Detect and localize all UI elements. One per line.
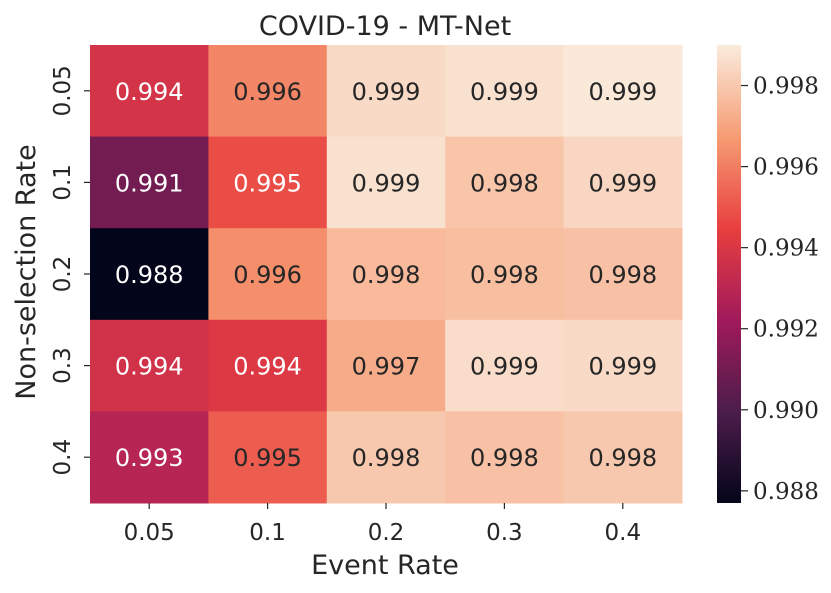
x-axis-label: Event Rate: [311, 550, 459, 581]
x-tick-label: 0.05: [124, 520, 175, 546]
y-tick-label: 0.3: [50, 347, 76, 384]
colorbar-tick-label: 0.998: [753, 74, 819, 100]
cell-annotation: 0.995: [233, 444, 302, 472]
heatmap-cell: [563, 136, 683, 229]
cell-annotation: 0.993: [115, 444, 184, 472]
cell-annotation: 0.998: [588, 444, 657, 472]
cell-annotation: 0.998: [470, 444, 539, 472]
heatmap-cell: [90, 228, 209, 321]
heatmap-cell: [326, 45, 446, 138]
colorbar-tick-label: 0.996: [753, 155, 819, 181]
cell-annotation: 0.998: [352, 444, 421, 472]
heatmap-cell: [208, 136, 328, 229]
cell-annotation: 0.991: [115, 169, 184, 197]
cell-annotation: 0.999: [470, 353, 539, 381]
heatmap-cell: [90, 136, 209, 229]
colorbar-tick-label: 0.992: [753, 317, 819, 343]
cell-annotation: 0.994: [115, 78, 184, 106]
heatmap-cell: [208, 411, 328, 504]
colorbar-tick-label: 0.994: [753, 236, 819, 262]
x-tick-label: 0.3: [486, 520, 523, 546]
cell-annotation: 0.999: [470, 78, 539, 106]
y-axis-label: Non-selection Rate: [11, 144, 42, 399]
heatmap-cell: [563, 45, 683, 138]
cell-annotation: 0.999: [352, 169, 421, 197]
cell-annotation: 0.998: [352, 261, 421, 289]
x-tick-label: 0.4: [605, 520, 642, 546]
heatmap-cell: [563, 411, 683, 504]
y-tick-label: 0.2: [50, 256, 76, 293]
cell-annotation: 0.995: [233, 169, 302, 197]
y-axis-ticks: 0.05 0.1 0.2 0.3 0.4: [50, 65, 90, 475]
heatmap-cell: [445, 228, 565, 321]
heatmap-cell: [90, 411, 209, 504]
cell-annotation: 0.999: [352, 78, 421, 106]
heatmap-cell: [445, 136, 565, 229]
y-tick-label: 0.4: [50, 439, 76, 476]
heatmap-cell: [326, 228, 446, 321]
cell-annotation: 0.999: [588, 78, 657, 106]
cell-annotation: 0.998: [470, 261, 539, 289]
heatmap-cell: [563, 319, 683, 412]
cell-annotation: 0.999: [588, 353, 657, 381]
heatmap-cell: [445, 45, 565, 138]
x-axis-ticks: 0.05 0.1 0.2 0.3 0.4: [124, 503, 641, 546]
cell-annotation: 0.988: [115, 261, 184, 289]
cell-annotation: 0.997: [352, 353, 421, 381]
heatmap-cell: [563, 228, 683, 321]
heatmap-cell: [445, 319, 565, 412]
x-tick-label: 0.2: [368, 520, 405, 546]
cell-annotation: 0.996: [233, 78, 302, 106]
colorbar-tick-label: 0.990: [753, 398, 819, 424]
colorbar: [717, 45, 741, 503]
heatmap-cell: [90, 45, 209, 138]
colorbar-tick-label: 0.988: [753, 479, 819, 505]
cell-annotation: 0.994: [233, 353, 302, 381]
heatmap-cell: [208, 45, 328, 138]
y-tick-label: 0.1: [50, 164, 76, 201]
heatmap-cell: [326, 411, 446, 504]
heatmap-cells: 0.994 0.996 0.999 0.999 0.999 0.991 0.995 0.999…: [90, 45, 683, 504]
heatmap-cell: [326, 136, 446, 229]
heatmap-cell: [90, 319, 209, 412]
cell-annotation: 0.998: [588, 261, 657, 289]
cell-annotation: 0.996: [233, 261, 302, 289]
chart-title: COVID-19 - MT-Net: [259, 11, 511, 42]
cell-annotation: 0.994: [115, 353, 184, 381]
x-tick-label: 0.1: [249, 520, 286, 546]
cell-annotation: 0.998: [470, 169, 539, 197]
cell-annotation: 0.999: [588, 169, 657, 197]
heatmap-cell: [326, 319, 446, 412]
heatmap-cell: [445, 411, 565, 504]
colorbar-ticks: 0.988 0.990 0.992 0.994 0.996 0.998: [741, 74, 819, 505]
y-tick-label: 0.05: [50, 65, 76, 116]
heatmap-cell: [208, 319, 328, 412]
heatmap-cell: [208, 228, 328, 321]
